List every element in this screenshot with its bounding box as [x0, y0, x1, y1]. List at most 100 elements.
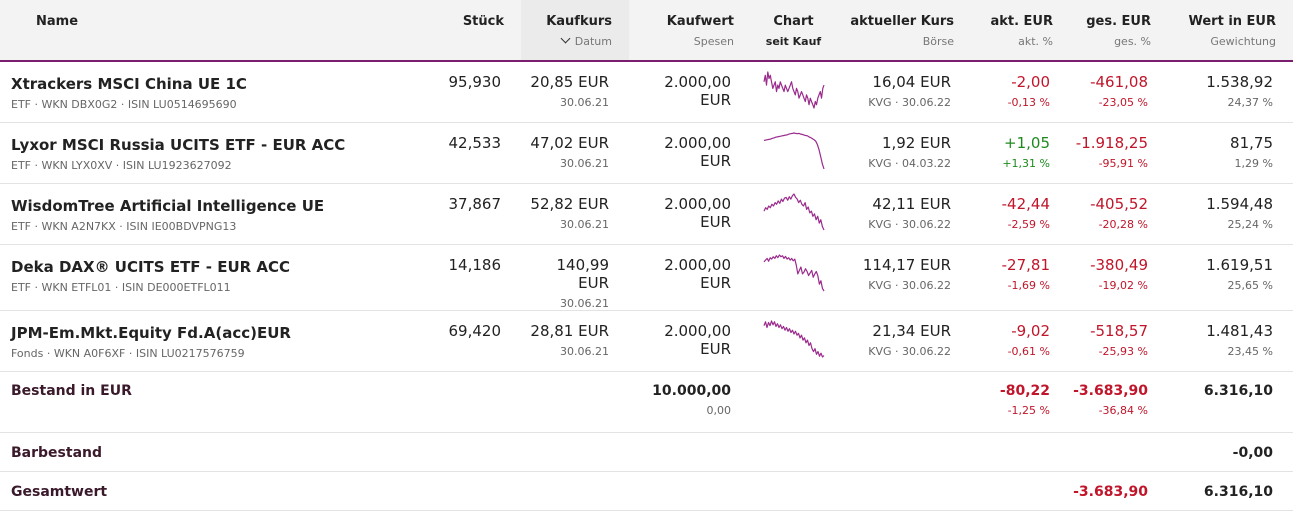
kurs-cell: 21,34 EUR KVG · 30.06.22: [836, 310, 971, 372]
sparkline-cell[interactable]: [751, 310, 836, 372]
column-sub-akt-pct[interactable]: akt. %: [1018, 35, 1053, 48]
summary-row-gesamtwert: Gesamtwert -3.683,90 6.316,10: [0, 471, 1293, 511]
position-meta: Fonds · WKN A0F6XF · ISIN LU0217576759: [11, 346, 245, 360]
position-title-link[interactable]: Xtrackers MSCI China UE 1C: [11, 75, 247, 93]
summary-wert: 6.316,10: [1168, 371, 1293, 433]
position-meta: ETF · WKN DBX0G2 · ISIN LU0514695690: [11, 98, 237, 111]
column-header-stueck[interactable]: Stück: [441, 0, 521, 62]
akt-eur-cell: -27,81 -1,69 %: [971, 244, 1070, 311]
table-row[interactable]: Deka DAX® UCITS ETF - EUR ACC ETF · WKN …: [0, 244, 1293, 311]
wert-cell: 1.481,43 23,45 %: [1168, 310, 1293, 372]
position-name-cell: JPM-Em.Mkt.Equity Fd.A(acc)EUR Fonds · W…: [0, 310, 441, 372]
akt-eur-cell: -9,02 -0,61 %: [971, 310, 1070, 372]
summary-kaufwert: 10.000,00 0,00: [629, 371, 751, 433]
position-name-cell: Lyxor MSCI Russia UCITS ETF - EUR ACC ET…: [0, 122, 441, 184]
kaufdatum: 30.06.21: [560, 344, 609, 358]
sparkline-chart[interactable]: [762, 253, 826, 295]
stueck-cell: 42,533: [441, 122, 521, 184]
boerse: KVG · 30.06.22: [868, 344, 951, 358]
summary-row-bestand: Bestand in EUR 10.000,00 0,00 -80,22 -1,25…: [0, 371, 1293, 433]
kaufdatum: 30.06.21: [560, 217, 609, 231]
ges-eur-cell: -405,52 -20,28 %: [1070, 183, 1168, 245]
position-title-link[interactable]: Deka DAX® UCITS ETF - EUR ACC: [11, 257, 291, 276]
stueck-cell: 95,930: [441, 61, 521, 123]
position-title-link[interactable]: Lyxor MSCI Russia UCITS ETF - EUR ACC: [11, 135, 346, 154]
column-header-kaufwert[interactable]: Kaufwert Spesen: [629, 0, 751, 62]
column-sub-boerse[interactable]: Börse: [922, 35, 954, 48]
gewichtung: 25,24 %: [1227, 217, 1273, 231]
ges-eur-cell: -461,08 -23,05 %: [1070, 61, 1168, 123]
sparkline-line: [763, 131, 825, 169]
table-row[interactable]: JPM-Em.Mkt.Equity Fd.A(acc)EUR Fonds · W…: [0, 310, 1293, 372]
gewichtung: 23,45 %: [1227, 344, 1273, 358]
sparkline-cell[interactable]: [751, 61, 836, 123]
sparkline-line: [762, 192, 825, 230]
sparkline-line: [762, 319, 824, 358]
sparkline-chart[interactable]: [762, 131, 826, 173]
sparkline-chart[interactable]: [762, 319, 826, 361]
kurs-cell: 1,92 EUR KVG · 04.03.22: [836, 122, 971, 184]
position-name-cell: Deka DAX® UCITS ETF - EUR ACC ETF · WKN …: [0, 244, 441, 311]
position-title-link[interactable]: JPM-Em.Mkt.Equity Fd.A(acc)EUR: [11, 323, 291, 342]
gewichtung: 24,37 %: [1227, 96, 1273, 109]
sparkline-cell[interactable]: [751, 244, 836, 311]
akt-eur-cell: +1,05 +1,31 %: [971, 122, 1070, 184]
position-meta: ETF · WKN A2N7KX · ISIN IE00BDVPNG13: [11, 219, 237, 233]
kaufdatum: 30.06.21: [560, 96, 609, 109]
wert-cell: 81,75 1,29 %: [1168, 122, 1293, 184]
summary-row-barbestand: Barbestand -0,00: [0, 432, 1293, 472]
summary-label: Bestand in EUR: [0, 371, 441, 433]
summary-ges-eur: -3.683,90 -36,84 %: [1070, 371, 1168, 433]
column-header-name[interactable]: Name: [0, 0, 441, 62]
boerse: KVG · 30.06.22: [868, 96, 951, 109]
summary-label: Barbestand: [0, 432, 441, 472]
ges-eur-cell: -380,49 -19,02 %: [1070, 244, 1168, 311]
column-sub-datum[interactable]: Datum: [521, 33, 612, 48]
column-sub-seit-kauf: seit Kauf: [765, 35, 822, 48]
column-sub-gewichtung[interactable]: Gewichtung: [1210, 35, 1276, 48]
column-header-aktueller-kurs[interactable]: aktueller Kurs Börse: [836, 0, 971, 62]
position-meta: ETF · WKN ETFL01 · ISIN DE000ETFL011: [11, 280, 231, 294]
position-title-link[interactable]: WisdomTree Artificial Intelligence UE: [11, 196, 325, 215]
wert-cell: 1.594,48 25,24 %: [1168, 183, 1293, 245]
summary-spesen: 0,00: [706, 403, 732, 417]
table-row[interactable]: WisdomTree Artificial Intelligence UE ET…: [0, 183, 1293, 245]
column-header-wert[interactable]: Wert in EUR Gewichtung: [1168, 0, 1293, 62]
kaufdatum: 30.06.21: [560, 156, 609, 170]
column-sub-spesen[interactable]: Spesen: [693, 35, 734, 48]
gewichtung: 25,65 %: [1227, 278, 1273, 292]
kurs-cell: 114,17 EUR KVG · 30.06.22: [836, 244, 971, 311]
kurs-cell: 42,11 EUR KVG · 30.06.22: [836, 183, 971, 245]
summary-wert: -0,00: [1168, 432, 1293, 472]
column-header-kaufkurs[interactable]: Kaufkurs Datum: [521, 0, 629, 62]
kurs-cell: 16,04 EUR KVG · 30.06.22: [836, 61, 971, 123]
stueck-cell: 69,420: [441, 310, 521, 372]
boerse: KVG · 30.06.22: [868, 278, 951, 292]
column-header-akt-eur[interactable]: akt. EUR akt. %: [971, 0, 1070, 62]
column-sub-ges-pct[interactable]: ges. %: [1114, 35, 1151, 48]
stueck-cell: 37,867: [441, 183, 521, 245]
kaufwert-cell: 2.000,00 EUR: [629, 122, 751, 184]
position-name-cell: Xtrackers MSCI China UE 1C ETF · WKN DBX…: [0, 61, 441, 123]
summary-akt-eur: -80,22 -1,25 %: [971, 371, 1070, 433]
table-body: Xtrackers MSCI China UE 1C ETF · WKN DBX…: [0, 61, 1293, 511]
sparkline-cell[interactable]: [751, 183, 836, 245]
kaufkurs-cell: 20,85 EUR 30.06.21: [521, 61, 629, 123]
stueck-cell: 14,186: [441, 244, 521, 311]
column-header-ges-eur[interactable]: ges. EUR ges. %: [1070, 0, 1168, 62]
sparkline-chart[interactable]: [762, 70, 826, 112]
kaufwert-cell: 2.000,00 EUR: [629, 61, 751, 123]
wert-cell: 1.538,92 24,37 %: [1168, 61, 1293, 123]
kaufdatum: 30.06.21: [560, 296, 609, 310]
summary-wert: 6.316,10: [1168, 471, 1293, 511]
sparkline-chart[interactable]: [762, 192, 826, 234]
sparkline-cell[interactable]: [751, 122, 836, 184]
wert-cell: 1.619,51 25,65 %: [1168, 244, 1293, 311]
kaufwert-cell: 2.000,00 EUR: [629, 310, 751, 372]
table-row[interactable]: Xtrackers MSCI China UE 1C ETF · WKN DBX…: [0, 61, 1293, 123]
table-row[interactable]: Lyxor MSCI Russia UCITS ETF - EUR ACC ET…: [0, 122, 1293, 184]
boerse: KVG · 30.06.22: [868, 217, 951, 231]
akt-eur-cell: -2,00 -0,13 %: [971, 61, 1070, 123]
boerse: KVG · 04.03.22: [868, 156, 951, 170]
